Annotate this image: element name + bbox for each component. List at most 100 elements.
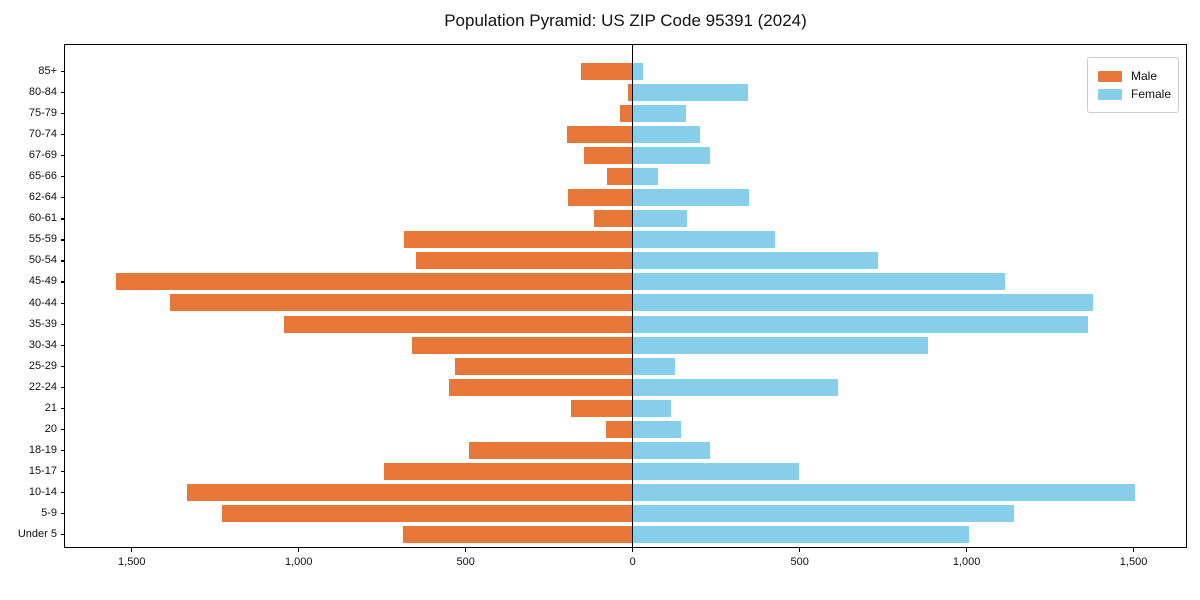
bar-male-under-5 — [402, 525, 633, 543]
y-tick-mark — [61, 449, 65, 451]
pyramid-row-21 — [65, 398, 1186, 419]
bar-female-30-34 — [632, 336, 928, 354]
pyramid-row-55-59 — [65, 229, 1186, 250]
y-tick-mark — [61, 470, 65, 473]
pyramid-row-25-29 — [65, 356, 1186, 377]
bar-female-10-14 — [632, 483, 1135, 501]
y-tick-mark — [61, 155, 65, 157]
y-tick-label-22-24: 22-24 — [28, 380, 57, 393]
bar-male-62-64 — [567, 189, 633, 207]
x-tick-label: 1,500 — [118, 556, 146, 568]
y-tick-label-70-74: 70-74 — [28, 128, 57, 141]
x-tick-label: 0 — [629, 556, 636, 568]
female-legend-swatch — [1098, 88, 1122, 100]
bar-female-18-19 — [632, 441, 711, 459]
y-tick-mark — [61, 407, 65, 409]
y-tick-mark — [61, 365, 65, 367]
male-legend-swatch — [1098, 70, 1122, 82]
y-tick-label-20: 20 — [44, 422, 57, 435]
bar-female-65-66 — [632, 168, 659, 186]
bar-male-45-49 — [116, 273, 633, 291]
chart-title: Population Pyramid: US ZIP Code 95391 (2… — [444, 11, 807, 30]
bar-male-15-17 — [384, 462, 633, 480]
bar-female-85- — [632, 63, 643, 81]
bar-female-15-17 — [632, 462, 799, 480]
pyramid-row-15-17 — [65, 461, 1186, 482]
bar-female-67-69 — [632, 147, 710, 165]
pyramid-row-5-9 — [65, 503, 1186, 524]
y-tick-mark — [61, 428, 65, 430]
y-tick-mark — [61, 344, 65, 346]
y-tick-label-60-61: 60-61 — [28, 212, 57, 225]
y-tick-label-55-59: 55-59 — [28, 233, 57, 246]
pyramid-row-10-14 — [65, 482, 1186, 503]
pyramid-row-18-19 — [65, 440, 1186, 461]
y-tick-label-35-39: 35-39 — [28, 317, 57, 330]
bar-male-30-34 — [411, 336, 633, 354]
bar-male-50-54 — [416, 252, 633, 270]
x-tick-mark — [799, 548, 801, 552]
bar-male-85- — [580, 63, 633, 81]
bar-male-5-9 — [222, 504, 633, 522]
pyramid-row-35-39 — [65, 314, 1186, 335]
y-tick-label-67-69: 67-69 — [28, 149, 57, 162]
pyramid-row-50-54 — [65, 250, 1186, 271]
bar-female-35-39 — [632, 315, 1089, 333]
y-tick-label-15-17: 15-17 — [28, 464, 57, 477]
pyramid-row-under-5 — [65, 524, 1186, 545]
bar-female-80-84 — [632, 84, 748, 102]
x-tick-label: 500 — [790, 556, 809, 568]
bar-male-20 — [605, 420, 633, 438]
x-tick-mark — [632, 548, 634, 552]
y-tick-mark — [61, 134, 65, 136]
y-tick-label-under-5: Under 5 — [17, 527, 57, 540]
bar-female-22-24 — [632, 378, 839, 396]
legend-item-male: Male — [1098, 68, 1168, 84]
bar-female-62-64 — [632, 189, 749, 207]
bar-male-22-24 — [449, 378, 633, 396]
bar-male-75-79 — [619, 105, 633, 123]
y-tick-label-65-66: 65-66 — [28, 170, 57, 183]
pyramid-row-22-24 — [65, 377, 1186, 398]
bar-male-40-44 — [169, 294, 633, 312]
y-tick-label-62-64: 62-64 — [28, 191, 57, 204]
x-tick-label: 1,500 — [1119, 556, 1148, 568]
bar-male-18-19 — [468, 441, 633, 459]
pyramid-row-67-69 — [65, 145, 1186, 166]
y-tick-mark — [61, 113, 65, 115]
female-legend-label: Female — [1131, 87, 1172, 101]
bar-female-70-74 — [632, 126, 700, 144]
x-tick-label: 1,000 — [284, 556, 313, 568]
bar-male-65-66 — [607, 168, 633, 186]
y-tick-label-50-54: 50-54 — [28, 254, 57, 267]
pyramid-row-60-61 — [65, 208, 1186, 229]
bar-male-70-74 — [566, 126, 633, 144]
x-tick-mark — [966, 548, 968, 552]
legend: Male Female — [1087, 57, 1179, 113]
bar-female-60-61 — [632, 210, 687, 228]
bar-female-75-79 — [632, 105, 687, 123]
pyramid-row-45-49 — [65, 271, 1186, 292]
bar-female-25-29 — [632, 357, 675, 375]
y-tick-label-21: 21 — [44, 401, 57, 414]
bar-female-21 — [632, 399, 671, 417]
bar-female-55-59 — [632, 231, 775, 249]
y-tick-mark — [61, 386, 65, 388]
male-legend-label: Male — [1131, 69, 1158, 83]
pyramid-row-62-64 — [65, 187, 1186, 208]
bar-female-20 — [632, 420, 682, 438]
y-tick-label-18-19: 18-19 — [28, 443, 57, 456]
pyramid-row-80-84 — [65, 82, 1186, 103]
y-tick-mark — [61, 281, 65, 283]
y-tick-label-10-14: 10-14 — [28, 485, 57, 498]
bar-female-50-54 — [632, 252, 878, 270]
y-tick-mark — [61, 92, 65, 94]
x-tick-label: 500 — [456, 556, 475, 568]
y-tick-mark — [61, 239, 65, 241]
bar-male-25-29 — [454, 357, 633, 375]
bar-male-80-84 — [628, 84, 633, 102]
y-tick-label-5-9: 5-9 — [41, 506, 57, 519]
bar-female-under-5 — [632, 525, 969, 543]
pyramid-row-85- — [65, 61, 1186, 82]
